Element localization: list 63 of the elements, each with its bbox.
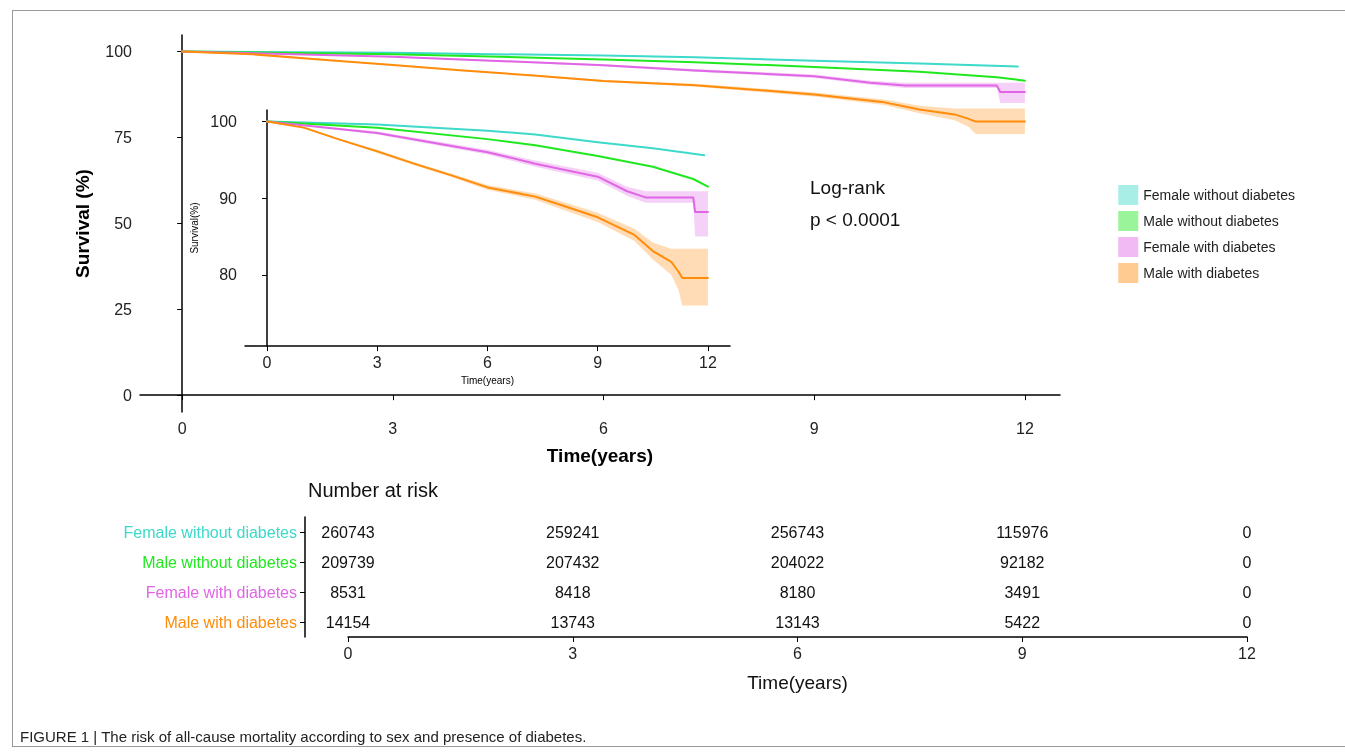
x-tick-label: 9 — [809, 419, 819, 437]
x-tick-label: 12 — [1015, 419, 1034, 437]
data-label: 259241 — [546, 523, 600, 541]
x-tick-label: 9 — [593, 353, 603, 371]
data-label: 14154 — [325, 613, 371, 631]
y-axis-title: Survival (%) — [72, 169, 93, 278]
y-tick-label: Male with diabetes — [164, 613, 297, 631]
x-tick-label: 6 — [793, 644, 803, 662]
x-tick-label: 3 — [568, 644, 578, 662]
data-label: 209739 — [321, 553, 375, 571]
legend-label: Male with diabetes — [1143, 265, 1260, 281]
data-label: 0 — [1242, 553, 1252, 571]
chart-title: Number at risk — [308, 479, 440, 501]
data-label: 92182 — [1000, 553, 1045, 571]
x-axis-title: Time(years) — [747, 672, 848, 693]
x-tick-label: 6 — [483, 353, 493, 371]
data-label: 8531 — [330, 583, 366, 601]
legend-label: Female without diabetes — [1143, 187, 1296, 203]
caption: FIGURE 1 | The risk of all-cause mortality according to sex and presence of diabetes. — [20, 728, 587, 745]
data-label: 115976 — [996, 523, 1049, 541]
data-label: 13143 — [775, 613, 820, 631]
annotation: p < 0.0001 — [810, 209, 901, 230]
line-series — [181, 50, 1019, 68]
x-axis-title: Time(years) — [461, 374, 514, 386]
data-label: 0 — [1242, 583, 1252, 601]
data-label: 0 — [1242, 523, 1252, 541]
x-tick-label: 0 — [262, 353, 272, 371]
y-tick-label: Female without diabetes — [123, 523, 297, 541]
y-axis-title: Survival(%) — [188, 202, 200, 254]
y-tick-label: 25 — [114, 300, 133, 318]
data-label: 13743 — [550, 613, 596, 631]
y-tick-label: Male without diabetes — [142, 553, 297, 571]
y-tick-label: 80 — [219, 266, 238, 284]
x-tick-label: 3 — [388, 419, 398, 437]
legend-label: Female with diabetes — [1143, 239, 1276, 255]
data-label: 3491 — [1004, 583, 1041, 601]
legend-label: Male without diabetes — [1143, 213, 1279, 229]
y-tick-label: 50 — [114, 214, 133, 232]
annotation: Log-rank — [810, 177, 886, 198]
y-tick-label: 90 — [219, 189, 238, 207]
y-tick-label: 75 — [114, 128, 133, 146]
data-label: 256743 — [770, 523, 825, 541]
data-label: 260743 — [321, 523, 375, 541]
x-tick-label: 0 — [177, 419, 187, 437]
line-series — [266, 120, 709, 279]
data-label: 5422 — [1004, 613, 1041, 631]
y-tick-label: 0 — [123, 386, 133, 404]
x-tick-label: 12 — [1238, 644, 1256, 662]
line-series — [266, 120, 706, 157]
x-tick-label: 3 — [372, 353, 382, 371]
x-tick-label: 12 — [699, 353, 717, 371]
y-tick-label: 100 — [210, 113, 238, 130]
data-label: 8180 — [779, 583, 816, 601]
x-tick-label: 9 — [1017, 644, 1027, 662]
x-tick-label: 6 — [599, 419, 609, 437]
x-tick-label: 0 — [343, 644, 353, 662]
data-label: 204022 — [770, 553, 825, 571]
x-axis-title: Time(years) — [546, 445, 654, 466]
data-label: 8418 — [554, 583, 591, 601]
data-label: 207432 — [546, 553, 600, 571]
y-tick-label: 100 — [105, 43, 133, 60]
data-label: 0 — [1242, 613, 1252, 631]
y-tick-label: Female with diabetes — [145, 583, 297, 601]
